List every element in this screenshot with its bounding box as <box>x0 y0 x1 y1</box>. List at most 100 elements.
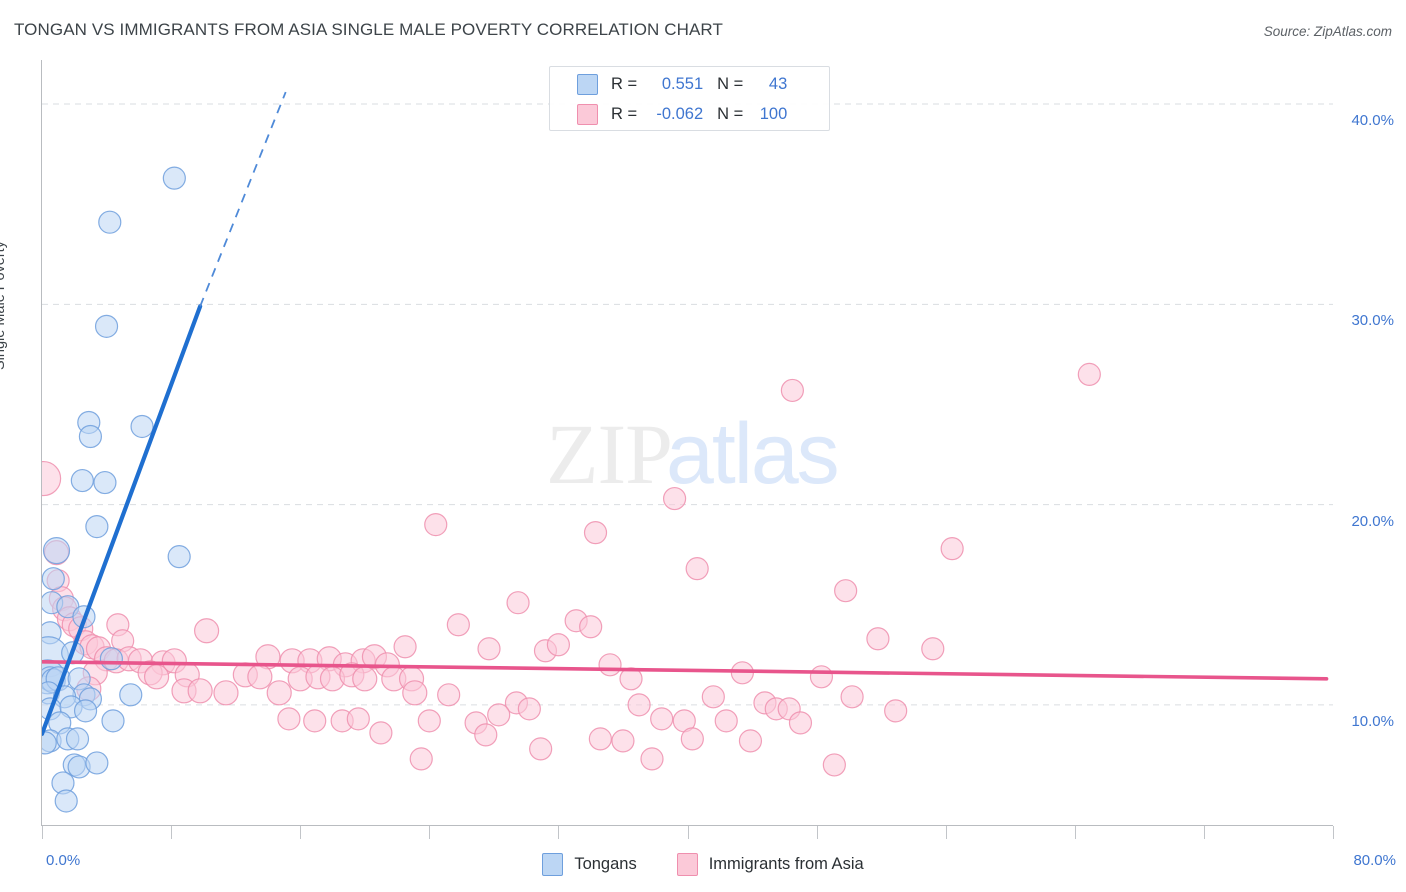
x-axis-tick <box>1333 826 1334 839</box>
data-point[interactable] <box>54 789 78 813</box>
data-point[interactable] <box>529 737 553 761</box>
data-point[interactable] <box>701 685 725 709</box>
y-axis-tick-label: 10.0% <box>1351 712 1394 730</box>
data-point[interactable] <box>65 727 90 751</box>
data-point[interactable] <box>369 721 393 745</box>
data-point[interactable] <box>866 627 890 651</box>
data-point[interactable] <box>277 707 301 731</box>
data-point[interactable] <box>546 633 571 657</box>
data-point[interactable] <box>506 591 530 615</box>
data-point[interactable] <box>1077 362 1101 387</box>
series-immigrants-points <box>42 362 1101 777</box>
r-label-pink: R = <box>611 104 638 123</box>
data-point[interactable] <box>650 707 674 731</box>
data-point[interactable] <box>85 515 109 539</box>
data-point[interactable] <box>477 637 501 661</box>
data-point[interactable] <box>640 747 664 771</box>
stat-row-tongans: R = 0.551 N = 43 <box>550 70 831 98</box>
x-axis-tick-label-min: 0.0% <box>46 852 81 869</box>
legend-item-immigrants[interactable]: Immigrants from Asia <box>676 852 864 876</box>
data-point[interactable] <box>780 378 804 403</box>
data-point[interactable] <box>424 513 448 537</box>
data-point[interactable] <box>474 723 498 747</box>
data-point[interactable] <box>42 460 62 497</box>
data-point[interactable] <box>70 468 94 493</box>
data-point[interactable] <box>627 693 651 717</box>
y-axis-line <box>41 60 42 826</box>
data-point[interactable] <box>78 424 103 449</box>
data-point[interactable] <box>99 647 123 671</box>
data-point[interactable] <box>788 711 813 735</box>
data-point[interactable] <box>162 166 186 190</box>
data-point[interactable] <box>42 567 65 591</box>
data-point[interactable] <box>840 685 864 709</box>
n-label-blue: N = <box>717 74 744 93</box>
legend-color-tongans <box>542 852 564 876</box>
data-point[interactable] <box>213 680 239 706</box>
r-label-blue: R = <box>611 74 638 93</box>
data-point[interactable] <box>409 747 433 771</box>
data-point[interactable] <box>662 486 687 511</box>
data-point[interactable] <box>487 703 511 727</box>
data-point[interactable] <box>417 709 441 733</box>
data-point[interactable] <box>98 210 122 234</box>
data-point[interactable] <box>194 618 220 644</box>
data-point[interactable] <box>187 678 213 704</box>
data-point[interactable] <box>101 709 125 733</box>
x-axis-tick <box>429 826 431 839</box>
data-point[interactable] <box>517 697 541 721</box>
data-point[interactable] <box>94 314 119 338</box>
x-axis-tick <box>945 826 947 839</box>
data-point[interactable] <box>73 699 98 723</box>
data-point[interactable] <box>809 665 834 689</box>
data-point[interactable] <box>402 680 428 706</box>
legend-label-immigrants: Immigrants from Asia <box>708 854 864 873</box>
data-point[interactable] <box>266 680 292 706</box>
data-point[interactable] <box>143 664 170 690</box>
data-point[interactable] <box>446 613 470 637</box>
data-point[interactable] <box>303 709 327 733</box>
r-value-pink: -0.062 <box>656 104 704 123</box>
data-point[interactable] <box>167 545 191 569</box>
data-point[interactable] <box>85 751 109 775</box>
correlation-stats-legend: R = 0.551 N = 43 R = -0.062 N = 100 <box>549 66 830 131</box>
data-point[interactable] <box>714 709 738 733</box>
data-point[interactable] <box>579 615 603 639</box>
n-label-pink: N = <box>717 104 744 123</box>
series-legend: Tongans Immigrants from Asia <box>0 849 1406 879</box>
legend-swatch-blue <box>577 73 598 95</box>
y-axis-tick-label: 30.0% <box>1351 312 1394 330</box>
x-axis-tick <box>687 826 689 839</box>
data-point[interactable] <box>611 729 635 753</box>
n-value-pink: 100 <box>759 104 788 123</box>
x-axis-tick <box>816 826 818 839</box>
data-point[interactable] <box>93 470 117 495</box>
data-point[interactable] <box>393 635 417 659</box>
data-point[interactable] <box>884 699 908 723</box>
data-point[interactable] <box>822 753 846 777</box>
data-point[interactable] <box>680 727 704 751</box>
data-point[interactable] <box>598 653 622 677</box>
data-point[interactable] <box>42 537 71 565</box>
data-point[interactable] <box>583 521 608 545</box>
data-point[interactable] <box>247 664 273 690</box>
data-point[interactable] <box>346 707 370 731</box>
data-point[interactable] <box>685 557 709 581</box>
trendline-immigrants <box>42 659 1329 681</box>
data-point[interactable] <box>130 414 154 439</box>
data-point[interactable] <box>834 579 858 603</box>
x-axis-tick <box>558 826 560 839</box>
data-point[interactable] <box>738 729 763 753</box>
data-point[interactable] <box>352 666 378 692</box>
legend-item-tongans[interactable]: Tongans <box>542 852 637 876</box>
data-point[interactable] <box>940 537 964 561</box>
data-point[interactable] <box>437 683 461 707</box>
y-axis-title: Single Male Poverty <box>0 241 8 370</box>
data-point[interactable] <box>588 727 612 751</box>
data-point[interactable] <box>42 731 57 755</box>
data-point[interactable] <box>921 637 945 661</box>
trendline-tongans <box>42 304 203 736</box>
x-axis-tick <box>171 826 173 839</box>
data-point[interactable] <box>119 683 143 707</box>
